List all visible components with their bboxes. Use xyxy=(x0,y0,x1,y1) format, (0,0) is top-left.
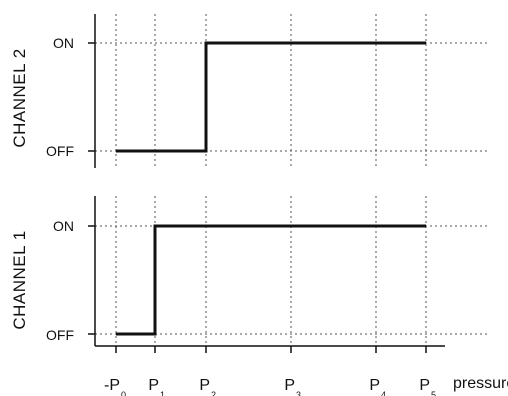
x-tick-label: P xyxy=(148,377,159,394)
x-tick-subscript: 2 xyxy=(211,390,216,396)
channel-2-panel: CHANNEL 2 ON OFF xyxy=(10,14,490,168)
x-tick-subscript: 1 xyxy=(160,390,165,396)
x-tick-label: P xyxy=(419,377,430,394)
channel-2-on-tick-label: ON xyxy=(53,35,74,51)
x-tick-subscript: 4 xyxy=(381,390,386,396)
x-tick-subscript: 0 xyxy=(121,390,126,396)
channel-1-y-label: CHANNEL 1 xyxy=(10,230,29,329)
x-axis-label: pressure xyxy=(453,375,508,392)
x-tick-label: P xyxy=(369,377,380,394)
channel-2-y-label: CHANNEL 2 xyxy=(10,48,29,147)
channel-2-off-tick-label: OFF xyxy=(46,143,74,159)
channel-2-step-series xyxy=(116,41,426,153)
x-tick-subscript: 5 xyxy=(431,390,436,396)
channel-1-on-tick-label: ON xyxy=(53,218,74,234)
x-tick-label: -P xyxy=(104,377,120,394)
x-tick-label: P xyxy=(284,377,295,394)
channel-1-off-tick-label: OFF xyxy=(46,327,74,343)
x-tick-subscript: 3 xyxy=(296,390,301,396)
channel-1-step-series xyxy=(116,224,426,336)
x-tick-label: P xyxy=(199,377,210,394)
